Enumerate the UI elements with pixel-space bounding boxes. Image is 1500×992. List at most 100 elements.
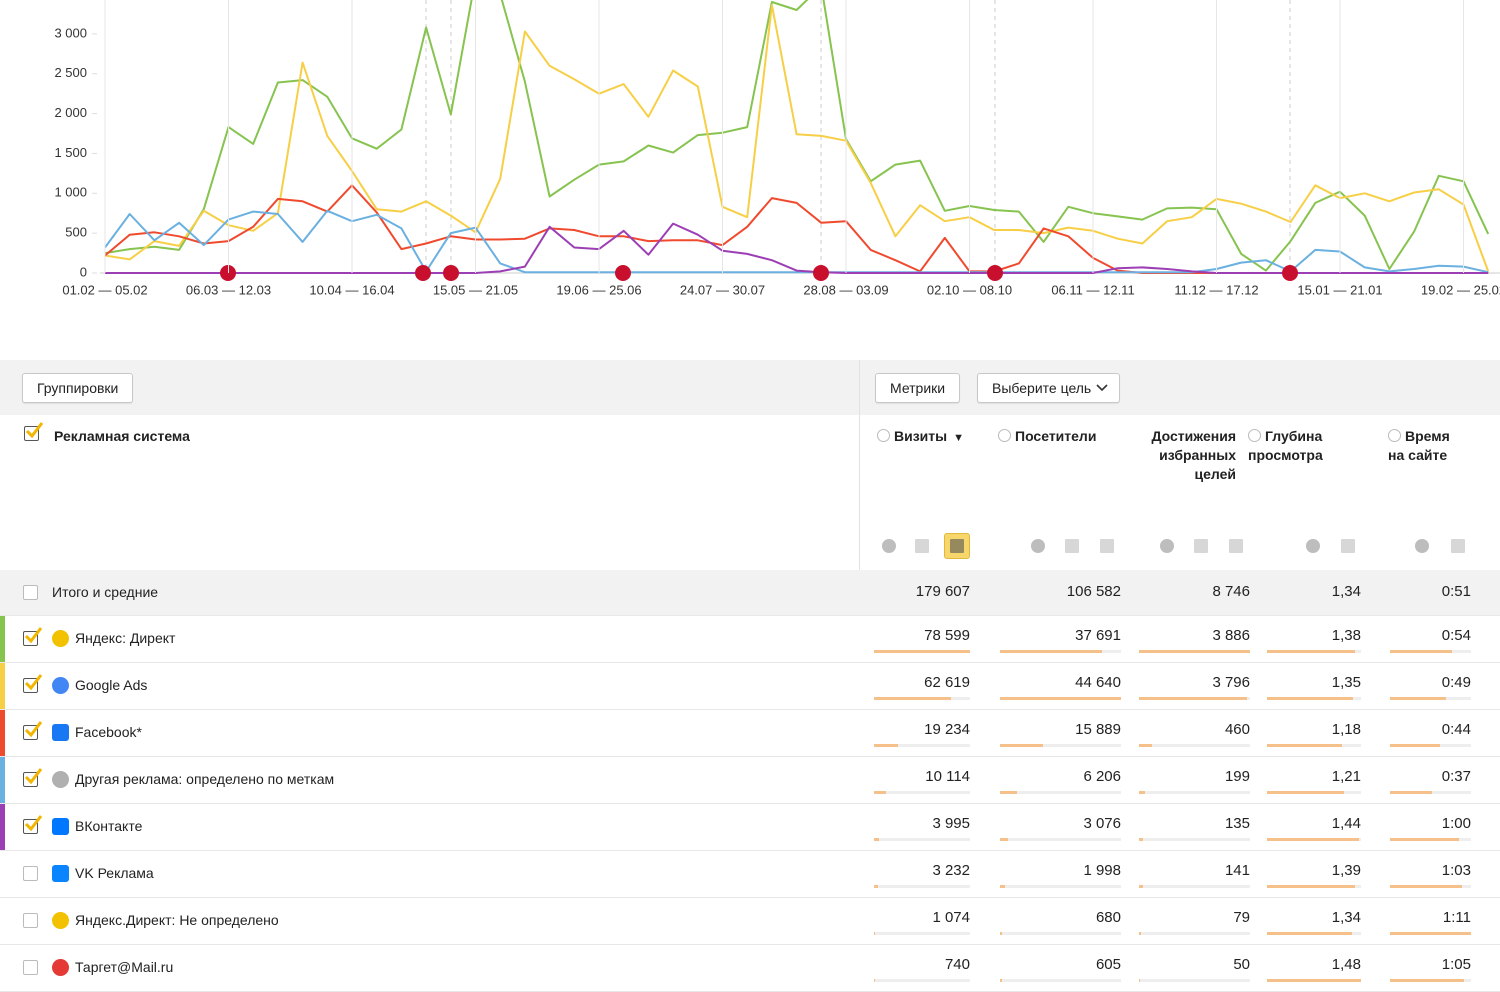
checkbox[interactable] <box>23 913 38 928</box>
source-icon <box>52 912 69 929</box>
checkbox[interactable] <box>23 815 43 834</box>
cell-bar <box>1000 838 1009 841</box>
cell-value: 1,35 <box>1331 674 1361 691</box>
row-name: Facebook* <box>75 724 142 740</box>
bar-track <box>874 744 970 747</box>
cell-bar <box>874 932 876 935</box>
series-color-strip <box>0 757 5 803</box>
cell-value: 3 995 <box>932 815 970 832</box>
row-separator <box>0 662 1500 663</box>
groupings-button[interactable]: Группировки <box>22 373 134 403</box>
cell-bar <box>1139 791 1145 794</box>
cell-bar <box>1000 979 1002 982</box>
cell-bar <box>1390 885 1462 888</box>
checkbox[interactable] <box>23 960 38 975</box>
series-color-strip <box>0 663 5 709</box>
check-mark <box>25 422 44 439</box>
cell-bar <box>874 885 878 888</box>
cell-value: 680 <box>1095 909 1121 926</box>
row-name: ВКонтакте <box>75 818 143 834</box>
cell-bar <box>1000 885 1006 888</box>
total-cell: 1,34 <box>1331 583 1361 600</box>
series-line <box>104 209 1489 274</box>
x-tick-label: 19.06 — 25.06 <box>556 282 641 297</box>
view-toggle-glyph <box>1031 539 1045 553</box>
series-line <box>104 4 1490 272</box>
series-color-strip <box>0 616 5 662</box>
column-header: Визиты ▼ <box>877 427 977 448</box>
cell-bar <box>1000 697 1121 700</box>
cell-bar <box>1000 791 1017 794</box>
cell-bar <box>1390 744 1441 747</box>
cell-bar <box>874 791 887 794</box>
cell-value: 3 076 <box>1083 815 1121 832</box>
column-header-text: Время на сайте <box>1388 428 1450 463</box>
cell-bar <box>1000 932 1002 935</box>
cell-bar <box>1390 791 1433 794</box>
view-toggle-glyph <box>1100 539 1114 553</box>
cell-value: 740 <box>944 956 970 973</box>
series-color-strip <box>0 804 5 850</box>
sort-indicator: ▼ <box>953 432 964 444</box>
row-name: VK Реклама <box>75 865 154 881</box>
cell-bar <box>1267 979 1361 982</box>
cell-value: 50 <box>1233 956 1250 973</box>
bar-track <box>1000 885 1121 888</box>
row-separator <box>0 944 1500 945</box>
cell-bar <box>1000 650 1103 653</box>
goal-select[interactable]: Выберите цель <box>977 373 1121 403</box>
cell-value: 62 619 <box>924 674 970 691</box>
cell-value: 79 <box>1233 909 1250 926</box>
info-icon <box>1388 429 1401 442</box>
cell-value: 78 599 <box>924 627 970 644</box>
checkbox[interactable] <box>23 866 38 881</box>
cell-bar <box>1390 979 1465 982</box>
cell-value: 1,44 <box>1331 815 1361 832</box>
total-name: Итого и средние <box>52 584 159 600</box>
checkbox[interactable] <box>23 768 43 787</box>
checkbox[interactable] <box>23 585 38 600</box>
cell-bar <box>1390 932 1471 935</box>
x-tick-label: 15.01 — 21.01 <box>1297 282 1382 297</box>
checkbox[interactable] <box>23 627 43 646</box>
view-toggle-glyph <box>1229 539 1243 553</box>
cell-bar <box>1000 744 1044 747</box>
source-icon <box>52 865 69 882</box>
source-icon <box>52 724 69 741</box>
check-mark <box>24 768 43 785</box>
bar-track <box>1139 932 1250 935</box>
cell-value: 1:11 <box>1442 909 1471 926</box>
column-header-text: Достижения избранных целей <box>1151 428 1236 482</box>
total-cell: 0:51 <box>1441 583 1471 600</box>
plot-area <box>100 0 1500 274</box>
toolbar-band <box>0 360 1500 415</box>
y-tick-label: 2 000 <box>54 105 87 120</box>
x-tick-label: 11.12 — 17.12 <box>1174 282 1258 297</box>
checkbox[interactable] <box>23 721 43 740</box>
y-tick-label: 500 <box>65 225 87 240</box>
cell-value: 19 234 <box>924 721 970 738</box>
checkbox[interactable] <box>24 422 44 441</box>
row-separator <box>0 615 1500 616</box>
row-name: Другая реклама: определено по меткам <box>75 771 335 787</box>
cell-bar <box>1390 697 1446 700</box>
checkbox[interactable] <box>23 674 43 693</box>
bar-track <box>1000 838 1121 841</box>
cell-value: 1,18 <box>1331 721 1361 738</box>
cell-bar <box>874 697 951 700</box>
bar-track <box>1139 885 1250 888</box>
cell-value: 605 <box>1095 956 1121 973</box>
cell-bar <box>1139 885 1143 888</box>
check-mark <box>24 674 43 691</box>
cell-bar <box>1267 744 1342 747</box>
row-separator <box>0 803 1500 804</box>
row-separator <box>0 709 1500 710</box>
view-toggle-glyph <box>915 539 929 553</box>
y-tick-label: 1 500 <box>54 145 87 160</box>
x-tick-label: 06.11 — 12.11 <box>1051 282 1134 297</box>
metrics-button[interactable]: Метрики <box>875 373 961 403</box>
cell-value: 0:37 <box>1441 768 1471 785</box>
view-toggle-glyph <box>950 539 964 553</box>
source-icon <box>52 818 69 835</box>
